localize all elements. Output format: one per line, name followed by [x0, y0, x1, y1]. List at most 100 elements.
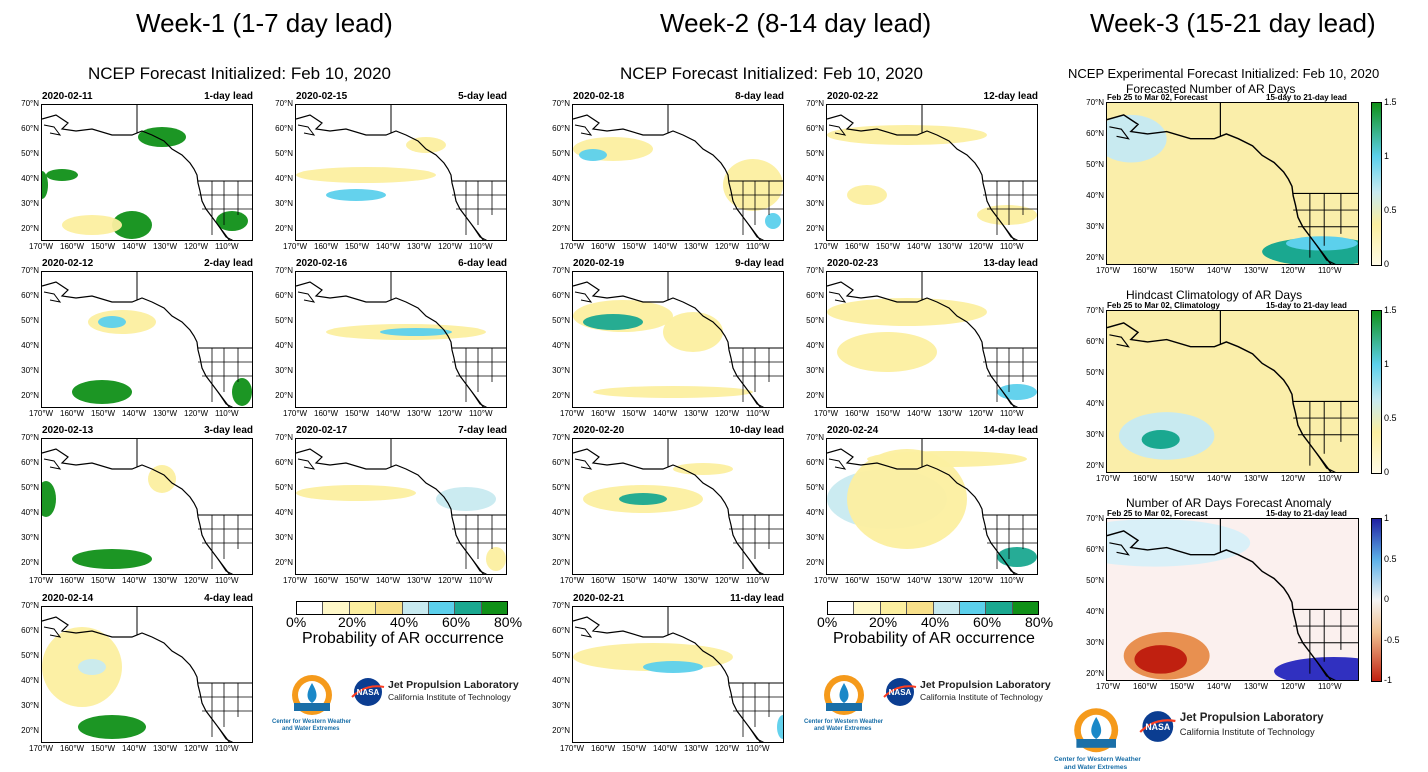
- lat-tick: 40°N: [552, 341, 570, 350]
- lon-tick: 120°W: [715, 744, 740, 753]
- map-canvas: [573, 607, 783, 742]
- lon-tick: 160°W: [1133, 682, 1158, 691]
- lon-tick: 150°W: [1170, 682, 1195, 691]
- lat-tick: 40°N: [1086, 191, 1104, 200]
- legend-swatch: [933, 602, 960, 614]
- panel-date: 2020-02-13: [42, 425, 94, 436]
- panel-date: 2020-02-17: [296, 425, 348, 436]
- panel-lead: 7-day lead: [458, 425, 507, 436]
- lat-tick: 30°N: [21, 199, 39, 208]
- legend-swatch: [402, 602, 429, 614]
- lon-tick: 170°W: [1096, 682, 1121, 691]
- lat-tick: 30°N: [552, 366, 570, 375]
- lon-tick: 120°W: [438, 576, 463, 585]
- lat-tick: 40°N: [806, 341, 824, 350]
- lat-tick: 20°N: [806, 558, 824, 567]
- lon-tick: 110°W: [469, 576, 493, 585]
- forecast-map: [41, 606, 253, 743]
- panel-date: 2020-02-15: [296, 91, 348, 102]
- lat-tick: 60°N: [275, 124, 293, 133]
- lon-tick: 140°W: [653, 576, 678, 585]
- lon-tick: 170°W: [29, 409, 54, 418]
- week3-panel-left: Feb 25 to Mar 02, Climatology: [1107, 301, 1220, 310]
- forecast-map: [295, 438, 507, 575]
- lon-tick: 150°W: [622, 409, 647, 418]
- colorbar-tick: 1: [1384, 513, 1390, 523]
- lat-tick: 60°N: [21, 124, 39, 133]
- lat-tick: 50°N: [21, 316, 39, 325]
- lon-tick: 140°W: [1207, 474, 1232, 483]
- lon-tick: 170°W: [283, 576, 308, 585]
- lon-tick: 120°W: [969, 576, 994, 585]
- legend-swatch: [481, 602, 507, 614]
- lon-tick: 140°W: [907, 242, 932, 251]
- nasa-text: NASA: [1145, 722, 1171, 732]
- colorbar-tick: 1: [1384, 151, 1390, 161]
- lat-tick: 60°N: [1086, 129, 1104, 138]
- lat-tick: 20°N: [1086, 253, 1104, 262]
- nasa-logo: NASA: [882, 677, 918, 712]
- nasa-logo: NASA: [1138, 710, 1178, 748]
- jpl-title: Jet Propulsion Laboratory: [1179, 712, 1324, 724]
- lon-tick: 140°W: [376, 576, 401, 585]
- lat-tick: 70°N: [806, 266, 824, 275]
- lon-tick: 140°W: [122, 744, 147, 753]
- panel-lead: 6-day lead: [458, 258, 507, 269]
- lon-tick: 130°W: [938, 242, 963, 251]
- legend-tick: 20%: [338, 614, 367, 630]
- lat-tick: 40°N: [275, 341, 293, 350]
- lon-tick: 120°W: [438, 242, 463, 251]
- lon-tick: 160°W: [845, 409, 870, 418]
- forecast-map: [826, 438, 1038, 575]
- lat-tick: 40°N: [21, 174, 39, 183]
- jpl-title: Jet Propulsion Laboratory: [388, 679, 519, 691]
- legend-tick: 0%: [817, 614, 838, 630]
- lon-tick: 120°W: [184, 242, 209, 251]
- lon-tick: 150°W: [876, 576, 901, 585]
- lat-tick: 40°N: [552, 174, 570, 183]
- lat-tick: 30°N: [275, 533, 293, 542]
- map-canvas: [296, 439, 506, 574]
- forecast-map: [572, 606, 784, 743]
- lat-tick: 50°N: [806, 149, 824, 158]
- lon-tick: 110°W: [1000, 576, 1024, 585]
- colorbar-tick: 0: [1384, 259, 1390, 269]
- lon-tick: 130°W: [153, 744, 178, 753]
- lon-tick: 110°W: [1000, 409, 1024, 418]
- lon-tick: 140°W: [907, 409, 932, 418]
- lon-tick: 140°W: [122, 409, 147, 418]
- lon-tick: 170°W: [814, 576, 839, 585]
- lon-tick: 130°W: [1244, 266, 1269, 275]
- lon-tick: 170°W: [560, 576, 585, 585]
- lon-tick: 160°W: [1133, 474, 1158, 483]
- lon-tick: 110°W: [746, 744, 770, 753]
- lat-tick: 50°N: [21, 149, 39, 158]
- lat-tick: 20°N: [1086, 461, 1104, 470]
- panel-lead: 13-day lead: [983, 258, 1038, 269]
- lat-tick: 60°N: [1086, 337, 1104, 346]
- lat-tick: 70°N: [552, 99, 570, 108]
- lon-tick: 150°W: [622, 242, 647, 251]
- lon-tick: 120°W: [184, 744, 209, 753]
- lon-tick: 130°W: [153, 576, 178, 585]
- lon-tick: 140°W: [376, 242, 401, 251]
- lon-tick: 130°W: [684, 242, 709, 251]
- lat-tick: 20°N: [552, 726, 570, 735]
- lat-tick: 50°N: [806, 316, 824, 325]
- legend-tick: 20%: [869, 614, 898, 630]
- lat-tick: 60°N: [552, 124, 570, 133]
- legend-swatch: [1012, 602, 1038, 614]
- lat-tick: 60°N: [21, 291, 39, 300]
- lat-tick: 70°N: [21, 266, 39, 275]
- lat-tick: 70°N: [806, 99, 824, 108]
- legend-swatch: [880, 602, 908, 614]
- legend-tick: 40%: [390, 614, 419, 630]
- lon-tick: 120°W: [715, 242, 740, 251]
- colorbar-tick: 0: [1384, 594, 1390, 604]
- lat-tick: 30°N: [21, 701, 39, 710]
- lon-tick: 170°W: [29, 744, 54, 753]
- panel-lead: 10-day lead: [729, 425, 784, 436]
- lat-tick: 30°N: [552, 199, 570, 208]
- lon-tick: 150°W: [622, 744, 647, 753]
- lon-tick: 120°W: [184, 409, 209, 418]
